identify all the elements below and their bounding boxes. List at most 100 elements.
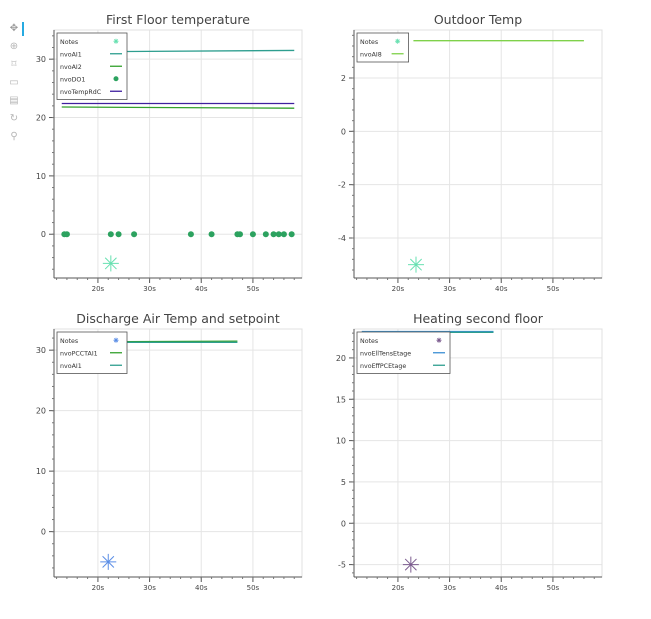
- data-point: [280, 231, 287, 238]
- x-tick-label: 50s: [247, 584, 260, 592]
- legend-item[interactable]: Notes: [60, 38, 119, 46]
- legend: Notes nvoAI8: [356, 32, 409, 63]
- y-tick-label: 20: [36, 114, 46, 123]
- data-point: [63, 231, 70, 238]
- series-line-nvoAI1: [113, 49, 295, 53]
- y-tick-label: 30: [36, 346, 46, 355]
- star-stroke: [436, 338, 442, 343]
- series-line-nvoPCCTAI1: [108, 340, 238, 343]
- legend-label: nvoAI2: [60, 64, 82, 71]
- legend-item[interactable]: Notes: [360, 38, 401, 46]
- hover-tool-icon[interactable]: ⚲: [10, 131, 18, 142]
- data-point: [115, 231, 122, 238]
- x-tick-label: 50s: [547, 285, 560, 293]
- legend-label: nvoEffPCEtage: [360, 363, 406, 370]
- legend-box: [356, 32, 409, 63]
- legend: Notes nvoEllTensEtage nvoEffPCEtage: [356, 331, 451, 374]
- x-tick-label: 20s: [92, 584, 105, 592]
- y-tick-label: 15: [336, 395, 346, 404]
- x-tick-label: 40s: [195, 584, 208, 592]
- box-select-tool-icon[interactable]: ▭: [9, 77, 19, 88]
- legend-star-glyph: [436, 337, 442, 343]
- save-tool-icon[interactable]: ▤: [9, 95, 19, 106]
- legend-item[interactable]: nvoAI8: [360, 51, 404, 58]
- star-stroke: [404, 558, 417, 571]
- data-point: [107, 231, 114, 238]
- legend: Notes nvoPCCTAI1 nvoAI1: [56, 331, 128, 374]
- legend-item[interactable]: Notes: [60, 337, 119, 345]
- legend-label: nvoPCCTAI1: [60, 350, 98, 357]
- note-star-marker: [408, 256, 424, 273]
- data-point: [262, 231, 269, 238]
- legend-label: nvoEllTensEtage: [360, 350, 411, 357]
- legend-label: Notes: [360, 39, 378, 46]
- legend-label: nvoAI1: [60, 51, 82, 58]
- data-point: [187, 231, 194, 238]
- chart-title: First Floor temperature: [106, 12, 250, 27]
- data-point: [208, 231, 215, 238]
- data-point: [131, 231, 138, 238]
- legend-glyph: [113, 76, 119, 82]
- x-tick-label: 20s: [392, 584, 405, 592]
- chart-title: Discharge Air Temp and setpoint: [76, 311, 280, 326]
- star-stroke: [113, 338, 119, 343]
- x-tick-label: 20s: [392, 285, 405, 293]
- plot-toolbar: ✥ ⊕ ⌑ ▭ ▤ ↻ ⚲: [6, 22, 24, 148]
- legend-star-glyph: [113, 337, 119, 343]
- legend-item[interactable]: nvoAI1: [60, 51, 122, 58]
- x-tick-label: 40s: [495, 285, 508, 293]
- y-tick-label: 0: [41, 528, 46, 537]
- legend-star-glyph: [395, 38, 401, 44]
- series-line-nvoAI2: [61, 106, 295, 109]
- legend-item[interactable]: nvoTempRdC: [60, 89, 122, 96]
- star-stroke: [113, 39, 119, 44]
- y-tick-label: 2: [341, 74, 346, 83]
- legend-label: Notes: [60, 39, 78, 46]
- y-tick-label: 5: [341, 478, 346, 487]
- reset-tool-icon[interactable]: ↻: [9, 113, 19, 124]
- legend-item[interactable]: nvoAI1: [60, 363, 122, 370]
- wheel-zoom-tool-icon[interactable]: ⌑: [11, 59, 17, 70]
- legend-label: nvoAI8: [360, 51, 382, 58]
- chart-title: Heating second floor: [413, 311, 544, 326]
- legend: Notes nvoAI1 nvoAI2 nvoDO1 nvoTempRdC: [56, 32, 128, 100]
- legend-item[interactable]: nvoPCCTAI1: [60, 350, 122, 357]
- y-tick-label: 20: [336, 354, 346, 363]
- legend-item[interactable]: nvoAI2: [60, 64, 122, 71]
- x-tick-label: 30s: [443, 584, 456, 592]
- y-tick-label: 30: [36, 55, 46, 64]
- legend-item[interactable]: Notes: [360, 337, 442, 345]
- legend-item[interactable]: nvoEllTensEtage: [360, 350, 445, 357]
- legend-label: nvoTempRdC: [60, 89, 102, 96]
- chart-2: Outdoor Temp -4 -2 0 2 20s 30s 40s 50s Notes nvoAI…: [338, 12, 603, 293]
- chart-3: Discharge Air Temp and setpoint 0 10 20 30 20…: [36, 311, 303, 592]
- star-stroke: [409, 258, 423, 271]
- x-tick-label: 20s: [92, 285, 105, 293]
- x-tick-label: 50s: [247, 285, 260, 293]
- x-tick-label: 50s: [547, 584, 560, 592]
- legend-label: Notes: [360, 338, 378, 345]
- legend-label: nvoAI1: [60, 363, 82, 370]
- plot-frame: [353, 29, 603, 279]
- y-tick-label: 10: [336, 437, 346, 446]
- legend-item[interactable]: nvoEffPCEtage: [360, 363, 445, 370]
- y-tick-label: -2: [338, 181, 346, 190]
- data-point: [275, 231, 282, 238]
- box-zoom-tool-icon[interactable]: ⊕: [9, 41, 19, 52]
- star-stroke: [104, 257, 117, 270]
- y-tick-label: 0: [341, 519, 346, 528]
- star-stroke: [102, 555, 115, 568]
- note-star-marker: [102, 255, 119, 272]
- star-stroke: [395, 39, 400, 44]
- y-tick-label: 0: [341, 127, 346, 136]
- x-tick-label: 30s: [143, 584, 156, 592]
- y-tick-label: 20: [36, 407, 46, 416]
- legend-item[interactable]: nvoDO1: [60, 76, 119, 83]
- x-tick-label: 40s: [495, 584, 508, 592]
- pan-tool-icon[interactable]: ✥: [6, 22, 24, 36]
- note-star-marker: [402, 556, 419, 573]
- note-star-marker: [100, 553, 117, 570]
- y-tick-label: -4: [338, 234, 346, 243]
